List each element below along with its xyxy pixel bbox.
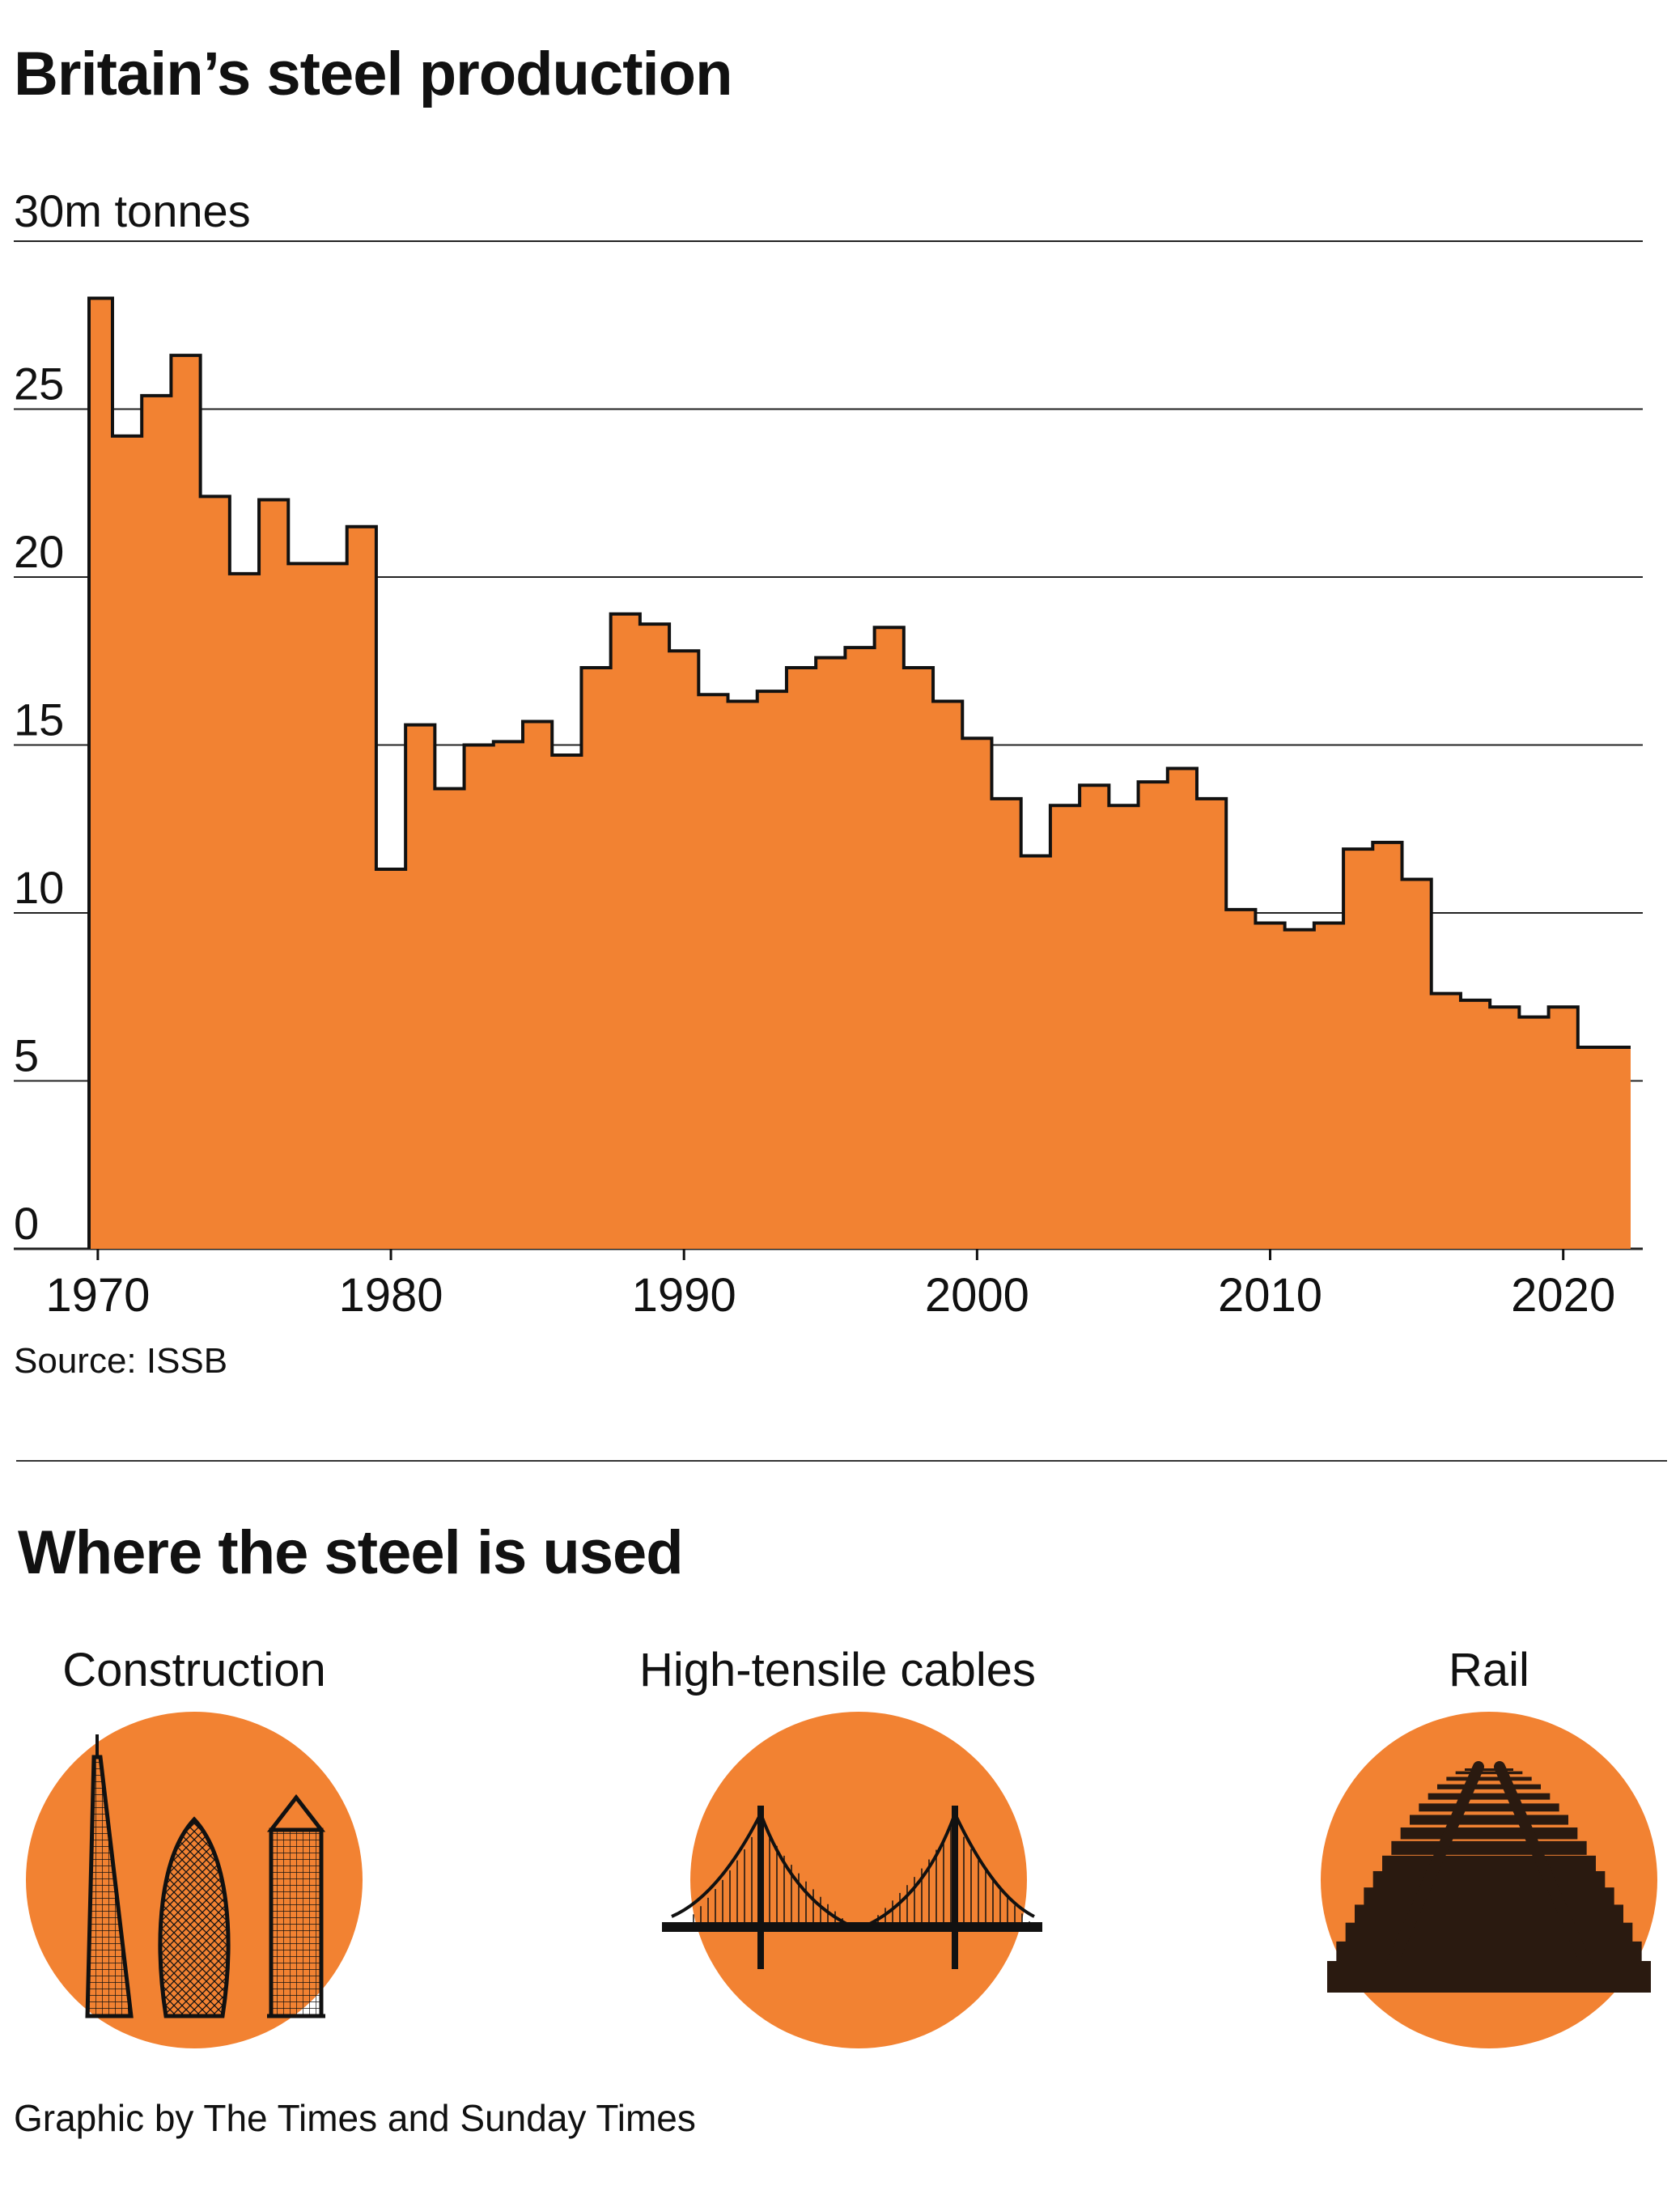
source-note: Source: ISSB (14, 1341, 228, 1381)
credit-note: Graphic by The Times and Sunday Times (14, 2097, 696, 2139)
x-tick-label: 1970 (45, 1269, 150, 1322)
y-tick-label: 10 (14, 862, 64, 913)
skyscrapers-icon (26, 1712, 363, 2048)
steel-production-chart: 0 5 10 15 20 25 1970 1980 1990 2000 2010 2020 (14, 240, 1643, 1322)
railway-track-icon (1321, 1712, 1657, 2048)
use-label-rail: Rail (1449, 1644, 1529, 1696)
y-axis-label: 30m tonnes (14, 185, 251, 236)
x-tick-label: 2000 (925, 1269, 1029, 1322)
production-outline (87, 296, 1631, 1249)
y-tick-labels: 0 5 10 15 20 25 (14, 359, 64, 1250)
chart-title: Britain’s steel production (14, 40, 733, 108)
use-construction: Construction (32, 1643, 356, 1697)
x-tick-label: 1980 (339, 1269, 443, 1322)
x-tick-labels: 1970 1980 1990 2000 2010 2020 (45, 1249, 1615, 1322)
y-tick-label: 25 (14, 359, 64, 410)
suspension-bridge-icon (662, 1712, 1042, 2048)
use-rail: Rail (1319, 1643, 1659, 1697)
section-title: Where the steel is used (18, 1518, 684, 1587)
use-cables: High-tensile cables (639, 1643, 1037, 1697)
use-label-construction: Construction (62, 1644, 326, 1696)
x-tick-label: 1990 (632, 1269, 736, 1322)
section-divider (16, 1460, 1667, 1462)
x-tick-label: 2020 (1511, 1269, 1615, 1322)
y-tick-label: 15 (14, 694, 64, 745)
x-tick-label: 2010 (1218, 1269, 1322, 1322)
y-tick-label: 0 (14, 1198, 39, 1249)
production-area (89, 298, 1631, 1249)
use-label-cables: High-tensile cables (639, 1644, 1037, 1696)
y-tick-label: 5 (14, 1030, 39, 1081)
y-tick-label: 20 (14, 526, 64, 577)
